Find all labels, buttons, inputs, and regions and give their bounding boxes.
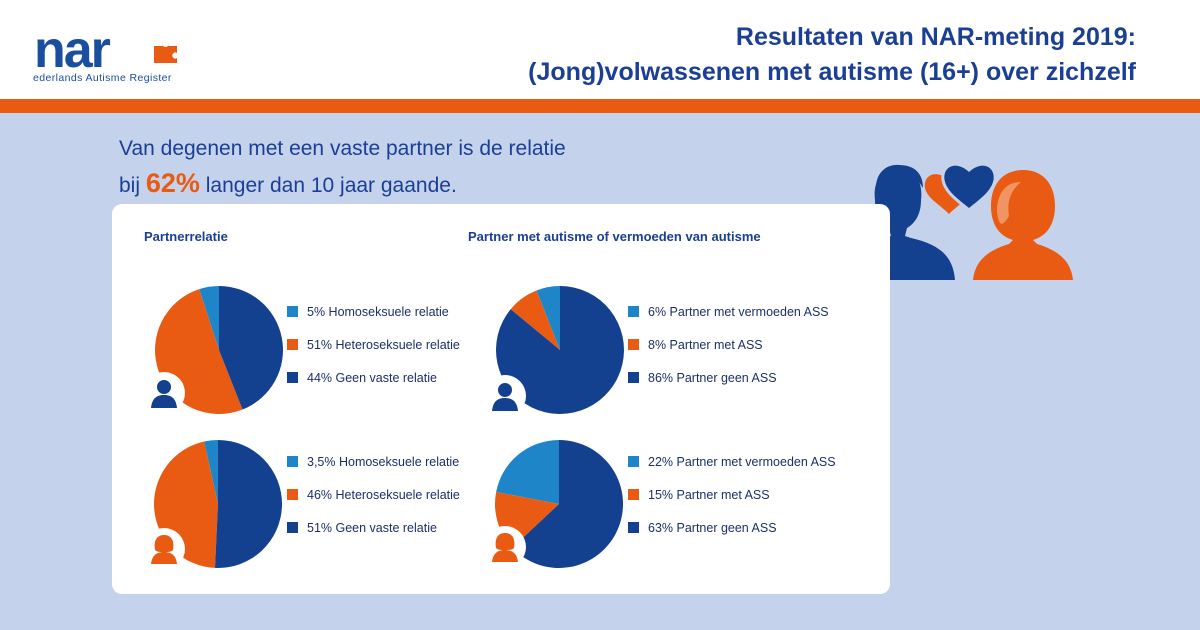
legend-label: 5% Homoseksuele relatie: [307, 305, 449, 319]
legend-swatch: [287, 339, 298, 350]
legend-swatch: [628, 306, 639, 317]
pie-chart-autisme-vrouw: [495, 440, 623, 568]
legend-label: 63% Partner geen ASS: [648, 521, 777, 535]
title-line-2: (Jong)volwassenen met autisme (16+) over…: [528, 58, 1136, 86]
pie-slice-geen-vaste-relatie: [219, 286, 283, 410]
legend-swatch: [628, 522, 639, 533]
pie-slice-partner-geen-ass: [512, 440, 623, 568]
header: nar ederlands Autisme Register Resultate…: [0, 0, 1200, 99]
legend-label: 6% Partner met vermoeden ASS: [648, 305, 829, 319]
pie-slice-partner-geen-ass: [496, 286, 624, 414]
legend-label: 46% Heteroseksuele relatie: [307, 488, 460, 502]
pie-slice-partner-met-vermoeden-ass: [496, 440, 559, 504]
nar-logo[interactable]: nar ederlands Autisme Register: [33, 24, 177, 90]
woman-silhouette-icon: [973, 170, 1073, 280]
legend-swatch: [628, 339, 639, 350]
section-title-autisme: Partner met autisme of vermoeden van aut…: [468, 229, 761, 244]
pie-slice-homoseksuele-relatie: [199, 286, 219, 350]
pie-slice-partner-met-ass: [510, 290, 560, 350]
legend-label: 3,5% Homoseksuele relatie: [307, 455, 460, 469]
legend-swatch: [628, 372, 639, 383]
page-title: Resultaten van NAR-meting 2019: (Jong)vo…: [528, 20, 1136, 90]
pie-chart-autisme-man: [496, 286, 624, 414]
intro-line-2: bij 62% langer dan 10 jaar gaande.: [119, 166, 566, 203]
puzzle-icon: [154, 41, 177, 63]
legend-label: 51% Geen vaste relatie: [307, 521, 437, 535]
legend-swatch: [287, 306, 298, 317]
legend-swatch: [628, 489, 639, 500]
header-accent-band: [0, 99, 1200, 113]
legend-label: 15% Partner met ASS: [648, 488, 770, 502]
legend-label: 51% Heteroseksuele relatie: [307, 338, 460, 352]
legend-label: 8% Partner met ASS: [648, 338, 763, 352]
legend-swatch: [287, 456, 298, 467]
logo-wordmark: nar: [34, 21, 111, 79]
legend-swatch: [287, 522, 298, 533]
intro-line-1: Van degenen met een vaste partner is de …: [119, 137, 566, 160]
legend-swatch: [287, 372, 298, 383]
logo-tagline: ederlands Autisme Register: [33, 72, 172, 84]
title-line-1: Resultaten van NAR-meting 2019:: [735, 23, 1136, 51]
intro-suffix: langer dan 10 jaar gaande.: [205, 174, 457, 197]
intro-prefix: bij: [119, 174, 141, 197]
pie-slice-homoseksuele-relatie: [204, 440, 218, 504]
intro-highlight-percentage: 62%: [145, 168, 200, 198]
man-avatar-icon: [143, 372, 185, 414]
man-avatar-icon: [484, 375, 526, 417]
pie-slice-partner-met-vermoeden-ass: [536, 286, 560, 350]
pie-slice-geen-vaste-relatie: [215, 440, 283, 568]
legend-label: 22% Partner met vermoeden ASS: [648, 455, 836, 469]
intro-text: Van degenen met een vaste partner is de …: [119, 132, 566, 203]
section-title-partnerrelatie: Partnerrelatie: [144, 229, 228, 244]
legend-label: 44% Geen vaste relatie: [307, 371, 437, 385]
woman-avatar-icon: [484, 526, 526, 568]
pie-chart-partnerrelatie-vrouw: [154, 440, 283, 568]
legend-swatch: [287, 489, 298, 500]
chart-card: Partnerrelatie Partner met autisme of ve…: [112, 204, 890, 594]
legend-label: 86% Partner geen ASS: [648, 371, 777, 385]
legend-swatch: [628, 456, 639, 467]
blue-heart-icon: [941, 162, 997, 212]
woman-avatar-icon: [143, 528, 185, 570]
